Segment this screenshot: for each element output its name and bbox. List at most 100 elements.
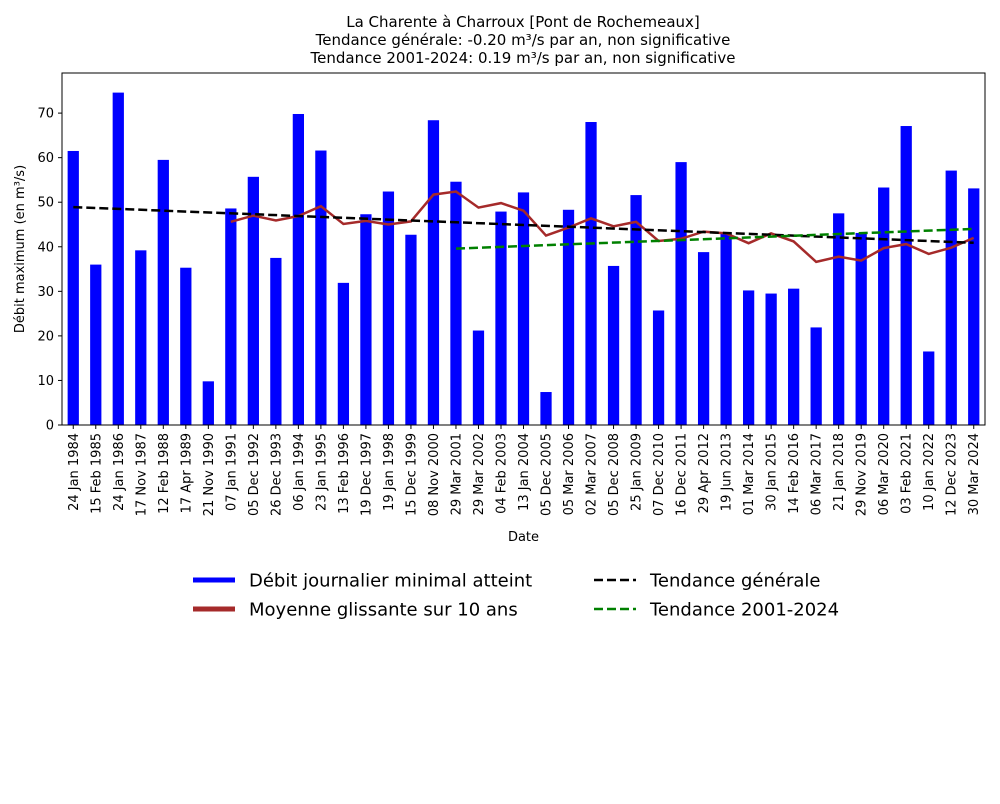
bar	[540, 392, 552, 425]
bar	[112, 92, 124, 425]
bar	[900, 126, 912, 426]
bar	[630, 195, 642, 425]
x-tick-label: 26 Dec 1993	[269, 433, 284, 516]
x-tick-label: 17 Nov 1987	[134, 433, 149, 516]
x-tick-label: 15 Feb 1985	[89, 433, 104, 514]
x-tick-label: 10 Jan 2022	[922, 433, 937, 511]
x-tick-label: 06 Jan 1994	[292, 433, 307, 511]
x-axis-label: Date	[508, 530, 539, 545]
bar	[697, 252, 710, 425]
chart-title-line: La Charente à Charroux [Pont de Rochemea…	[346, 13, 700, 31]
bar	[202, 381, 214, 425]
legend-label: Tendance générale	[649, 571, 820, 592]
legend: Débit journalier minimal atteint Moyenne …	[193, 571, 839, 621]
x-tick-label: 05 Mar 2006	[562, 433, 577, 515]
bar	[517, 192, 530, 425]
x-tick-label: 29 Mar 2002	[472, 433, 487, 515]
bar	[833, 213, 845, 425]
x-tick-label: 07 Jan 1991	[224, 433, 239, 511]
x-tick-label: 01 Mar 2014	[742, 433, 757, 515]
bar	[923, 351, 935, 425]
chart-title-line: Tendance 2001-2024: 0.19 m³/s par an, no…	[310, 49, 736, 67]
bar	[562, 209, 575, 425]
bar	[878, 187, 890, 425]
x-tick-label: 03 Feb 2021	[900, 433, 915, 514]
x-tick-label: 24 Jan 1984	[67, 433, 82, 511]
x-tick-label: 05 Dec 2005	[540, 433, 555, 516]
legend-label: Débit journalier minimal atteint	[249, 571, 532, 592]
bar	[405, 234, 417, 425]
bar-series	[67, 92, 980, 426]
moving-average-line	[230, 190, 975, 264]
x-tick-label: 12 Dec 2023	[945, 433, 960, 516]
chart-title-line: Tendance générale: -0.20 m³/s par an, no…	[315, 31, 731, 49]
y-tick-label: 0	[46, 419, 54, 434]
bar	[292, 113, 305, 426]
x-tick-label: 06 Mar 2017	[810, 433, 825, 515]
bar	[270, 257, 282, 425]
x-tick-label: 25 Jan 2009	[630, 433, 645, 511]
x-tick-label: 21 Jan 2018	[832, 433, 847, 511]
bar	[225, 208, 237, 425]
x-tick-label: 17 Apr 1989	[179, 433, 194, 513]
y-tick-label: 10	[37, 374, 54, 389]
x-tick-label: 30 Mar 2024	[967, 433, 982, 515]
legend-label: Tendance 2001-2024	[649, 600, 839, 621]
trend-line	[73, 205, 974, 245]
bar	[675, 162, 687, 425]
x-tick-label: 08 Nov 2000	[427, 433, 442, 516]
y-axis-label: Débit maximum (en m³/s)	[13, 165, 28, 333]
x-tick-label: 30 Jan 2015	[765, 433, 780, 511]
x-tick-label: 29 Apr 2012	[697, 433, 712, 513]
x-tick-label: 12 Feb 1988	[157, 433, 172, 514]
x-tick-label: 14 Feb 2016	[787, 433, 802, 514]
y-tick-label: 60	[37, 151, 54, 166]
bar	[765, 293, 777, 425]
bar	[135, 250, 147, 425]
bar	[180, 267, 192, 425]
y-tick-label: 30	[37, 285, 54, 300]
y-tick-label: 20	[37, 329, 54, 344]
x-tick-label: 13 Jan 2004	[517, 433, 532, 511]
bar	[360, 214, 372, 425]
bar	[472, 330, 485, 425]
bar	[968, 188, 980, 425]
x-tick-label: 07 Dec 2010	[652, 433, 667, 516]
trend-line	[455, 227, 974, 250]
bar	[315, 150, 327, 425]
bar	[720, 233, 732, 425]
bar	[337, 282, 350, 425]
bar	[157, 159, 169, 425]
x-tick-label: 21 Nov 1990	[202, 433, 217, 516]
x-tick-label: 19 Dec 1997	[359, 433, 374, 516]
legend-label: Moyenne glissante sur 10 ans	[249, 600, 518, 621]
y-tick-label: 40	[37, 240, 54, 255]
x-tick-label: 19 Jun 2013	[720, 433, 735, 511]
bar	[585, 122, 597, 425]
bar	[855, 232, 867, 425]
x-tick-label: 13 Feb 1996	[337, 433, 352, 514]
x-tick-label: 19 Jan 1998	[382, 433, 397, 511]
x-tick-label: 04 Feb 2003	[494, 433, 509, 514]
bar	[810, 327, 822, 425]
x-tick-label: 29 Mar 2001	[449, 433, 464, 515]
bar	[382, 191, 395, 425]
bar	[652, 310, 665, 425]
bar	[90, 264, 102, 425]
x-tick-label: 05 Dec 1992	[247, 433, 262, 516]
bar	[742, 290, 755, 425]
bar	[945, 170, 957, 425]
y-tick-label: 50	[37, 196, 54, 211]
bar	[450, 181, 462, 425]
x-tick-label: 05 Dec 2008	[607, 433, 622, 516]
bar	[247, 176, 259, 425]
x-tick-label: 16 Dec 2011	[675, 433, 690, 516]
x-tick-label: 06 Mar 2020	[877, 433, 892, 515]
bar	[788, 288, 800, 425]
x-tick-label: 24 Jan 1986	[112, 433, 127, 511]
y-tick-label: 70	[37, 107, 54, 122]
x-tick-label: 29 Nov 2019	[855, 433, 870, 516]
x-tick-label: 02 Mar 2007	[585, 433, 600, 515]
